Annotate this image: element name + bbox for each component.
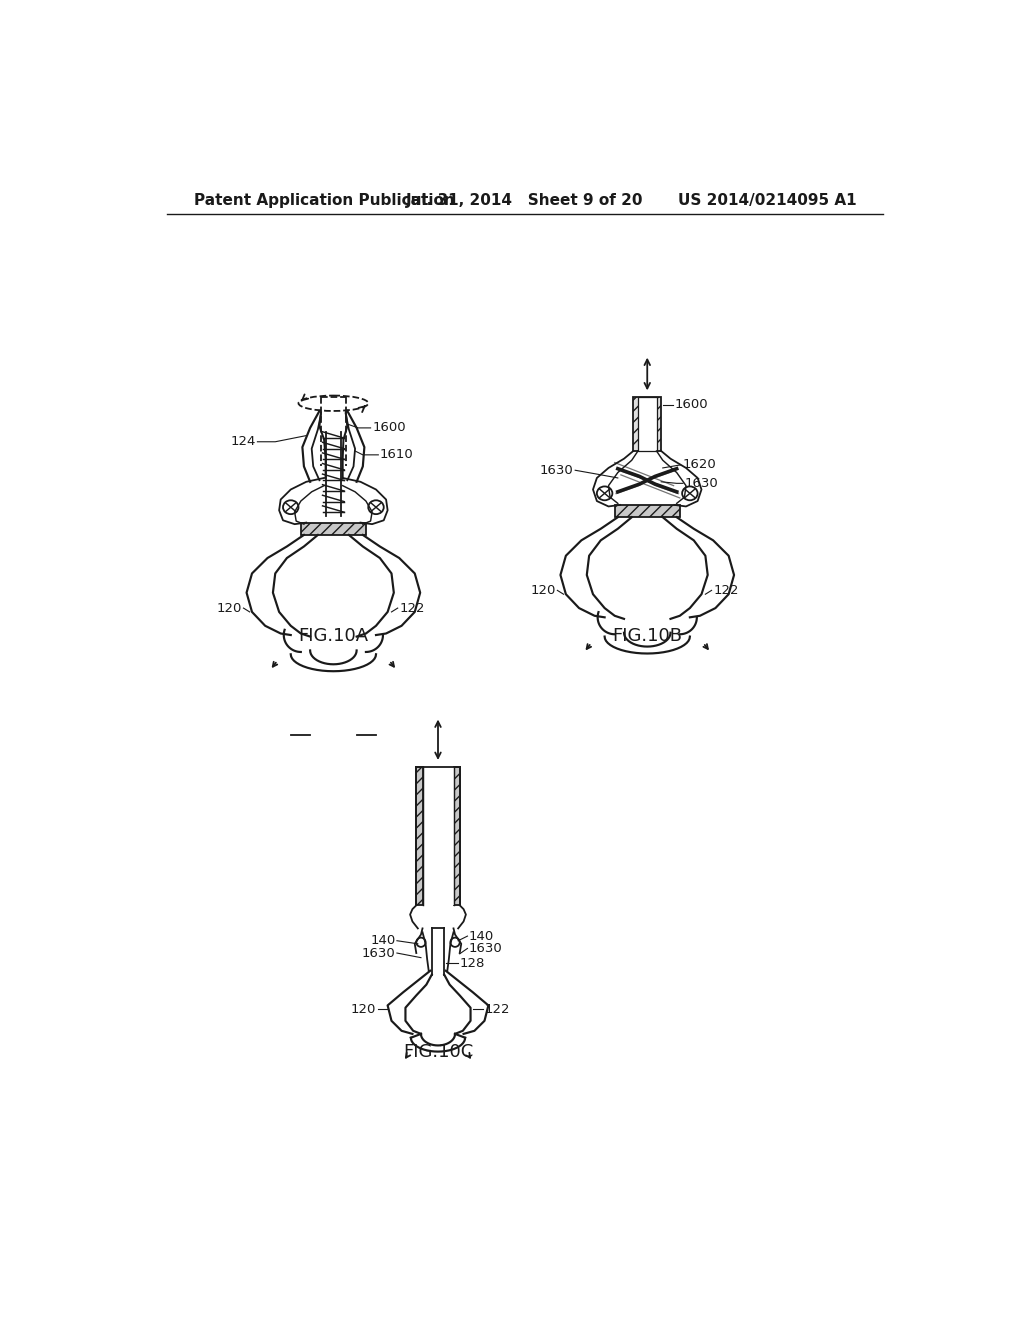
Text: FIG.10C: FIG.10C	[402, 1043, 473, 1060]
Text: 128: 128	[460, 957, 485, 970]
Text: US 2014/0214095 A1: US 2014/0214095 A1	[678, 193, 856, 209]
Polygon shape	[301, 523, 366, 535]
Polygon shape	[417, 767, 423, 906]
Text: 122: 122	[713, 583, 738, 597]
Polygon shape	[633, 397, 662, 451]
Text: 120: 120	[530, 583, 556, 597]
Text: 1630: 1630	[540, 463, 573, 477]
Text: 120: 120	[350, 1003, 376, 1016]
Text: Jul. 31, 2014   Sheet 9 of 20: Jul. 31, 2014 Sheet 9 of 20	[407, 193, 643, 209]
Polygon shape	[638, 397, 656, 451]
Text: 1620: 1620	[682, 458, 716, 471]
Text: 140: 140	[469, 929, 495, 942]
Text: FIG.10A: FIG.10A	[298, 627, 369, 644]
Text: Patent Application Publication: Patent Application Publication	[194, 193, 455, 209]
Text: 120: 120	[216, 602, 242, 615]
Text: 1600: 1600	[372, 421, 406, 434]
Polygon shape	[614, 506, 680, 517]
Text: 122: 122	[484, 1003, 510, 1016]
Text: 1630: 1630	[684, 477, 718, 490]
Text: 124: 124	[230, 436, 256, 449]
Text: 1610: 1610	[380, 449, 414, 462]
Text: 1600: 1600	[675, 399, 708, 412]
Text: 140: 140	[370, 935, 395, 948]
Polygon shape	[454, 767, 460, 906]
Text: 1630: 1630	[361, 946, 395, 960]
Text: 122: 122	[399, 602, 425, 615]
Polygon shape	[423, 767, 454, 906]
Text: FIG.10B: FIG.10B	[612, 627, 682, 644]
Text: 1630: 1630	[469, 942, 503, 954]
